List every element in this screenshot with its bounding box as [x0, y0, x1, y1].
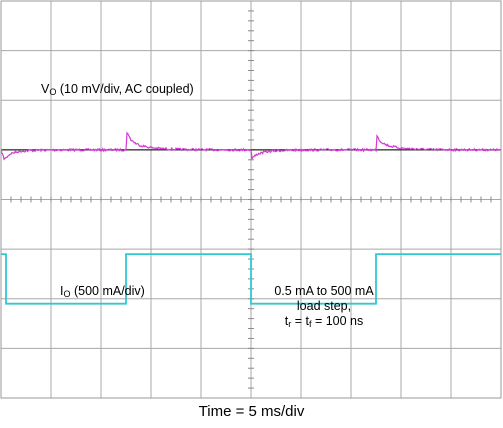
io-label-sub: O	[63, 289, 71, 299]
vo-label-rest: (10 mV/div, AC coupled)	[56, 82, 194, 96]
oscilloscope-plot	[0, 0, 503, 400]
io-label-main: I	[60, 284, 64, 298]
plot-frame	[0, 0, 502, 399]
vo-label-sub: O	[49, 87, 57, 97]
vo-trace	[0, 131, 502, 161]
io-trace	[1, 253, 501, 305]
annotation-line-2: load step,	[296, 299, 352, 313]
load-step-annotation: 0.5 mA to 500 mA load step, tr = tf = 10…	[262, 284, 386, 332]
vo-trace-label: VO (10 mV/div, AC coupled)	[41, 82, 194, 100]
io-label-rest: (500 mA/div)	[70, 284, 145, 298]
x-axis-label: Time = 5 ms/div	[198, 403, 305, 420]
traces	[0, 131, 502, 305]
annotation-line-3: tr = tf = 100 ns	[284, 314, 364, 329]
annotation-line-1: 0.5 mA to 500 mA	[274, 284, 374, 298]
vo-label-main: V	[41, 82, 50, 96]
io-trace-label: IO (500 mA/div)	[60, 284, 145, 302]
